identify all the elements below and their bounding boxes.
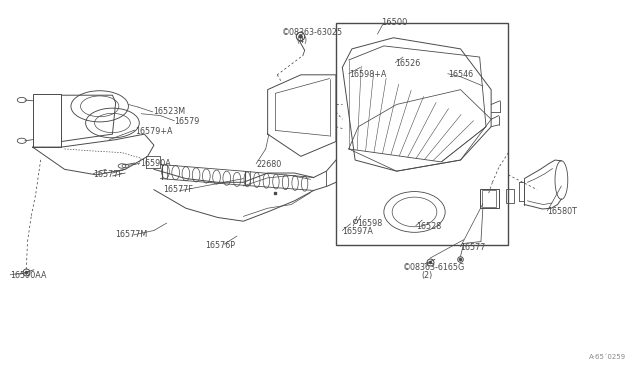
Text: (2): (2) <box>421 271 432 280</box>
Bar <box>482 190 496 207</box>
Text: 16577: 16577 <box>461 243 486 252</box>
Text: 16577M: 16577M <box>116 230 148 240</box>
Text: 16577F: 16577F <box>164 185 193 194</box>
Bar <box>479 189 499 208</box>
Text: A·65´0259: A·65´0259 <box>589 354 627 360</box>
Text: 16526: 16526 <box>396 59 420 68</box>
Text: 16580T: 16580T <box>547 208 577 217</box>
Text: 16590A: 16590A <box>140 159 171 168</box>
Bar <box>506 189 514 203</box>
Text: 16598+A: 16598+A <box>349 70 386 79</box>
Bar <box>336 23 508 245</box>
Text: 16500: 16500 <box>381 18 407 27</box>
Text: 16579+A: 16579+A <box>135 126 172 136</box>
Text: 16590AA: 16590AA <box>10 271 47 280</box>
Text: 16597A: 16597A <box>342 227 373 236</box>
Text: 16576P: 16576P <box>205 241 235 250</box>
Text: ©08363-63025: ©08363-63025 <box>282 28 343 37</box>
Text: 22680: 22680 <box>256 160 282 169</box>
Text: ©08363-6165G: ©08363-6165G <box>403 263 465 272</box>
Text: 16523M: 16523M <box>153 108 185 116</box>
Text: 16579: 16579 <box>174 118 200 126</box>
Text: 16598: 16598 <box>357 219 382 228</box>
Text: 16546: 16546 <box>448 70 473 79</box>
Text: 16528: 16528 <box>416 222 441 231</box>
Text: 16577F: 16577F <box>93 170 123 179</box>
Text: (4): (4) <box>296 36 307 45</box>
